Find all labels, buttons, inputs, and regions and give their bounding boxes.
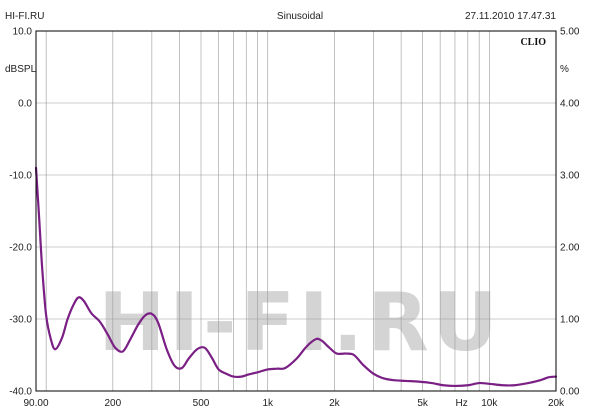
x-tick-label: 200	[104, 398, 121, 409]
x-tick-label: 10k	[481, 398, 498, 409]
site-name: HI-FI.RU	[5, 11, 44, 22]
x-tick-label: 1k	[262, 398, 274, 409]
y-left-tick-label: -40.0	[9, 387, 32, 398]
y-left-tick-label: -10.0	[9, 171, 32, 182]
x-tick-label: 20k	[548, 398, 565, 409]
x-tick-label: 5k	[417, 398, 429, 409]
y-right-tick-label: 3.00	[560, 171, 580, 182]
y-left-tick-label: 0.0	[18, 99, 32, 110]
y-right-label: %	[560, 64, 569, 75]
y-right-tick-label: 1.00	[560, 315, 580, 326]
y-right-tick-label: 2.00	[560, 243, 580, 254]
y-right-tick-label: 4.00	[560, 99, 580, 110]
y-left-label: dBSPL	[5, 64, 37, 75]
y-left-tick-label: -30.0	[9, 315, 32, 326]
y-right-tick-label: 0.00	[560, 387, 580, 398]
y-left-tick-label: 10.0	[13, 27, 33, 38]
y-left-tick-label: -20.0	[9, 243, 32, 254]
x-tick-label: Hz	[455, 398, 467, 409]
x-tick-label: 500	[193, 398, 210, 409]
x-tick-label: 90.00	[23, 398, 48, 409]
timestamp: 27.11.2010 17.47.31	[465, 11, 556, 22]
brand-label: CLIO	[520, 37, 546, 48]
x-tick-label: 2k	[329, 398, 341, 409]
y-right-tick-label: 5.00	[560, 27, 580, 38]
chart-title: Sinusoidal	[277, 11, 323, 22]
